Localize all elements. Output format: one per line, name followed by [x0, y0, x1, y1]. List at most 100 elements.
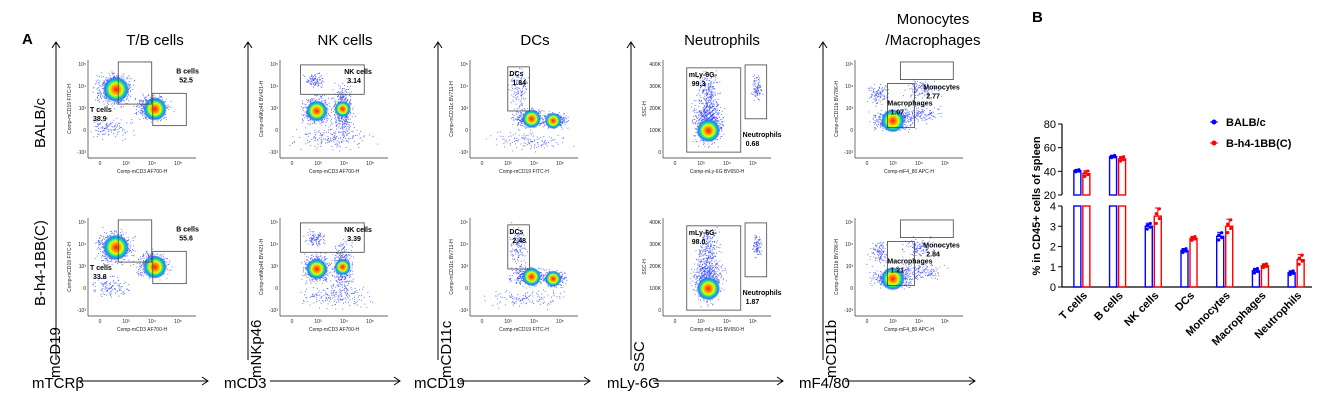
plot-y-tick: 10⁴ [460, 242, 468, 248]
plot-x-tick: 10³ [314, 161, 322, 167]
plot-x-axis-label: Comp-mCD3 AF700-H [309, 327, 360, 333]
data-point [1077, 168, 1081, 172]
plot-y-tick: 200K [649, 106, 661, 112]
plot-y-tick: 400K [649, 62, 661, 68]
plot-x-tick: 0 [99, 319, 102, 325]
plot-x-tick: 10³ [697, 161, 705, 167]
density-hotspot [544, 270, 562, 287]
x-arrow-head-1 [393, 376, 401, 386]
plot-y-tick: 10⁵ [78, 220, 86, 226]
data-point [1145, 223, 1149, 227]
data-point [1181, 248, 1185, 252]
column-title-1: NK cells [317, 32, 372, 49]
x-marker-0: mTCRβ [32, 375, 84, 392]
density-hotspot [696, 276, 721, 301]
plot-x-tick: 10⁴ [915, 319, 923, 325]
gate-percent: 1.21 [890, 268, 904, 275]
data-point [1118, 156, 1123, 160]
plot-x-tick: 10⁵ [941, 161, 949, 167]
plot-y-axis-label: SSC-H [642, 101, 648, 117]
plot-x-tick: 0 [866, 161, 869, 167]
plot-x-tick: 10³ [122, 319, 130, 325]
gate-name: NK cells [344, 69, 372, 76]
flow-plot-2-0: 10⁵ 10⁴ 10³ 0 -10³ 0 10³ 10⁴ 10⁵ Comp-mCD19 FITC-… [449, 60, 578, 175]
gate-percent: 55.6 [179, 235, 193, 242]
bar-y-tick: 80 [1044, 119, 1056, 131]
flow-plot-0-0: 10⁵ 10⁴ 10³ 0 -10³ 0 10³ 10⁴ 10⁵ Comp-mCD3 AF700-… [67, 60, 199, 175]
bar [1225, 225, 1234, 288]
plot-y-tick: 10⁴ [78, 84, 86, 90]
data-point [1181, 250, 1185, 254]
plot-y-tick: 10⁴ [78, 242, 86, 248]
data-point [1300, 253, 1304, 257]
plot-y-axis-label: Comp-mCD11b BV786-H [834, 239, 840, 295]
x-marker-3: mLy-6G [607, 375, 660, 392]
flow-column-0: T/B cells mTCRβ 10⁵ 10⁴ 10³ 0 -10³ 0 10³ 10⁴ 10⁵ Co… [32, 32, 209, 392]
data-point [1193, 237, 1197, 241]
column-title-3: Neutrophils [684, 32, 760, 49]
plot-y-tick: 10³ [461, 106, 469, 112]
y-arrow-head-2 [433, 41, 443, 49]
plot-x-tick: 0 [674, 319, 677, 325]
density-hotspot [880, 267, 905, 291]
data-point [1074, 168, 1078, 172]
data-point [1229, 218, 1233, 222]
bar [1260, 265, 1270, 288]
gate-name: Monocytes [923, 85, 960, 92]
data-point [1255, 269, 1260, 274]
data-point [1297, 262, 1301, 266]
data-point [1157, 216, 1161, 221]
plot-y-tick: 0 [658, 150, 661, 156]
data-point [1083, 174, 1087, 178]
gate-name: mLy-6G- [689, 230, 718, 237]
scatter-dots [484, 222, 568, 310]
data-point [1226, 231, 1230, 235]
plot-y-axis-label: Comp-mNKp46 BV421-H [259, 239, 265, 296]
gate-percent: 33.8 [93, 274, 107, 281]
data-point [1288, 270, 1292, 274]
gate-box [744, 64, 768, 120]
bar [1108, 205, 1118, 288]
flow-plot-1-0: 10⁵ 10⁴ 10³ 0 -10³ 0 10³ 10⁴ 10⁵ Comp-mCD3 AF700-… [259, 60, 388, 175]
data-point [1184, 247, 1188, 251]
plot-y-tick: 10⁵ [460, 220, 468, 226]
x-marker-1: mCD3 [224, 375, 267, 392]
panel-a-label: A [22, 31, 33, 48]
density-hotspot [103, 234, 130, 261]
plot-x-tick: 10⁴ [723, 319, 731, 325]
density-hotspot [103, 76, 130, 103]
plot-x-axis-label: Comp-mCD3 AF700-H [309, 169, 360, 175]
plot-y-tick: 10⁵ [460, 62, 468, 68]
plot-y-tick: 10⁵ [270, 220, 278, 226]
gate-box [507, 66, 530, 112]
density-hotspot [334, 258, 351, 276]
bar [1153, 215, 1162, 288]
gate-box [686, 225, 742, 311]
x-arrow-head-0 [201, 376, 209, 386]
plot-x-tick: 10⁴ [340, 161, 348, 167]
data-point [1220, 235, 1224, 240]
bar [1117, 205, 1127, 288]
data-point [1217, 238, 1221, 242]
plot-x-axis-label: Comp-mF4_80 APC-H [884, 327, 934, 333]
gate-percent: 52.5 [179, 77, 193, 84]
plot-x-tick: 0 [674, 161, 677, 167]
data-point [1118, 159, 1123, 163]
flow-plot-3-0: 400K 300K 200K 100K 0 0 10³ 10⁴ 10⁵ Comp-mLy-6G B… [642, 60, 782, 175]
plot-y-tick: 10³ [846, 106, 854, 112]
data-point [1148, 225, 1152, 229]
plot-x-tick: 10⁴ [148, 161, 156, 167]
plot-y-tick: 0 [83, 128, 86, 134]
gate-name: T cells [90, 265, 112, 272]
gate-box [300, 64, 365, 95]
column-title-0: T/B cells [126, 32, 184, 49]
plot-x-tick: 10³ [122, 161, 130, 167]
plot-x-tick: 10⁵ [941, 319, 949, 325]
bar-y-tick: 20 [1044, 190, 1056, 202]
plot-x-tick: 0 [291, 161, 294, 167]
plot-y-tick: -10³ [77, 150, 86, 156]
plot-y-tick: -10³ [844, 308, 853, 314]
bar-y-tick: 0 [1050, 282, 1056, 294]
data-point [1261, 265, 1266, 270]
gate-box [887, 83, 915, 129]
